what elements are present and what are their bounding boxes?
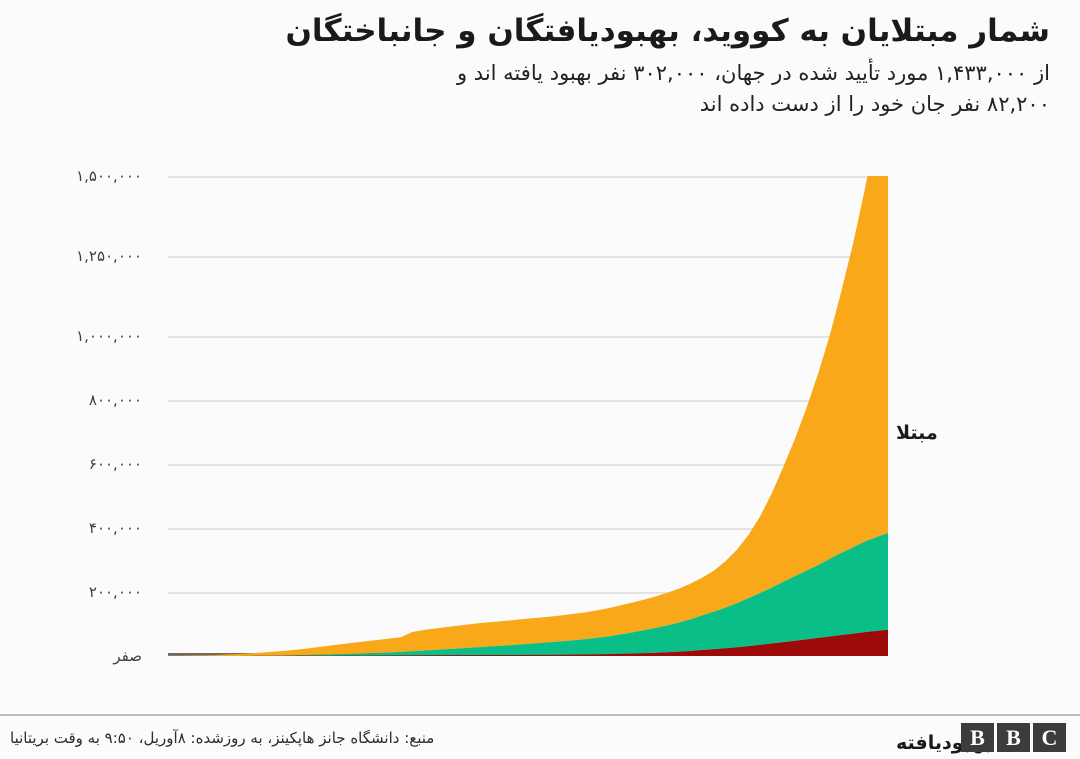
subtitle-line-2: ۸۲,۲۰۰ نفر جان خود را از دست داده اند [699,91,1050,116]
chart-plot-wrapper: صفر ۲۰۰,۰۰۰ ۴۰۰,۰۰۰ ۶۰۰,۰۰۰ ۸۰۰,۰۰۰ ۱,۰۰۰,۰۰۰… [0,167,1080,754]
page-title: شمار مبتلایان به کووید، بهبودیافتگان و ج… [285,13,1050,49]
source-note: منبع: دانشگاه جانز هاپکینز، به روزشده: ۸… [10,728,435,747]
y-axis-tick-label: ۱,۲۵۰,۰۰۰ [76,247,142,265]
series-label-cases: مبتلا [896,422,938,444]
bbc-logo-letter: B [961,723,994,752]
bbc-logo-letter: C [1033,723,1066,752]
gridline [168,176,888,178]
area-series-deaths[interactable] [168,629,888,656]
gridline [168,528,888,530]
area-chart-svg [168,176,888,656]
y-axis-tick-label: ۶۰۰,۰۰۰ [88,455,142,473]
y-axis: صفر ۲۰۰,۰۰۰ ۴۰۰,۰۰۰ ۶۰۰,۰۰۰ ۸۰۰,۰۰۰ ۱,۰۰۰,۰۰۰… [0,167,152,665]
y-axis-tick-label: ۴۰۰,۰۰۰ [88,519,142,537]
gridline [168,464,888,466]
gridline [168,256,888,258]
y-axis-tick-label: ۸۰۰,۰۰۰ [88,391,142,409]
chart-footer: منبع: دانشگاه جانز هاپکینز، به روزشده: ۸… [0,716,1080,759]
gridline [168,336,888,338]
footer-divider [0,714,1080,716]
chart-header: شمار مبتلایان به کووید، بهبودیافتگان و ج… [0,0,1080,120]
stacked-area-plot [168,176,888,656]
chart-subtitle: از ۱,۴۳۳,۰۰۰ مورد تأیید شده در جهان، ۳۰۲… [30,58,1050,120]
y-axis-tick-label: ۱,۵۰۰,۰۰۰ [76,167,142,185]
gridline [168,592,888,594]
area-series-recovered[interactable] [168,533,888,656]
bbc-logo-letter: B [997,723,1030,752]
y-axis-tick-label: صفر [113,647,142,665]
subtitle-line-1: از ۱,۴۳۳,۰۰۰ مورد تأیید شده در جهان، ۳۰۲… [456,60,1050,85]
y-axis-tick-label: ۲۰۰,۰۰۰ [88,583,142,601]
y-axis-tick-label: ۱,۰۰۰,۰۰۰ [76,327,142,345]
gridline [168,400,888,402]
